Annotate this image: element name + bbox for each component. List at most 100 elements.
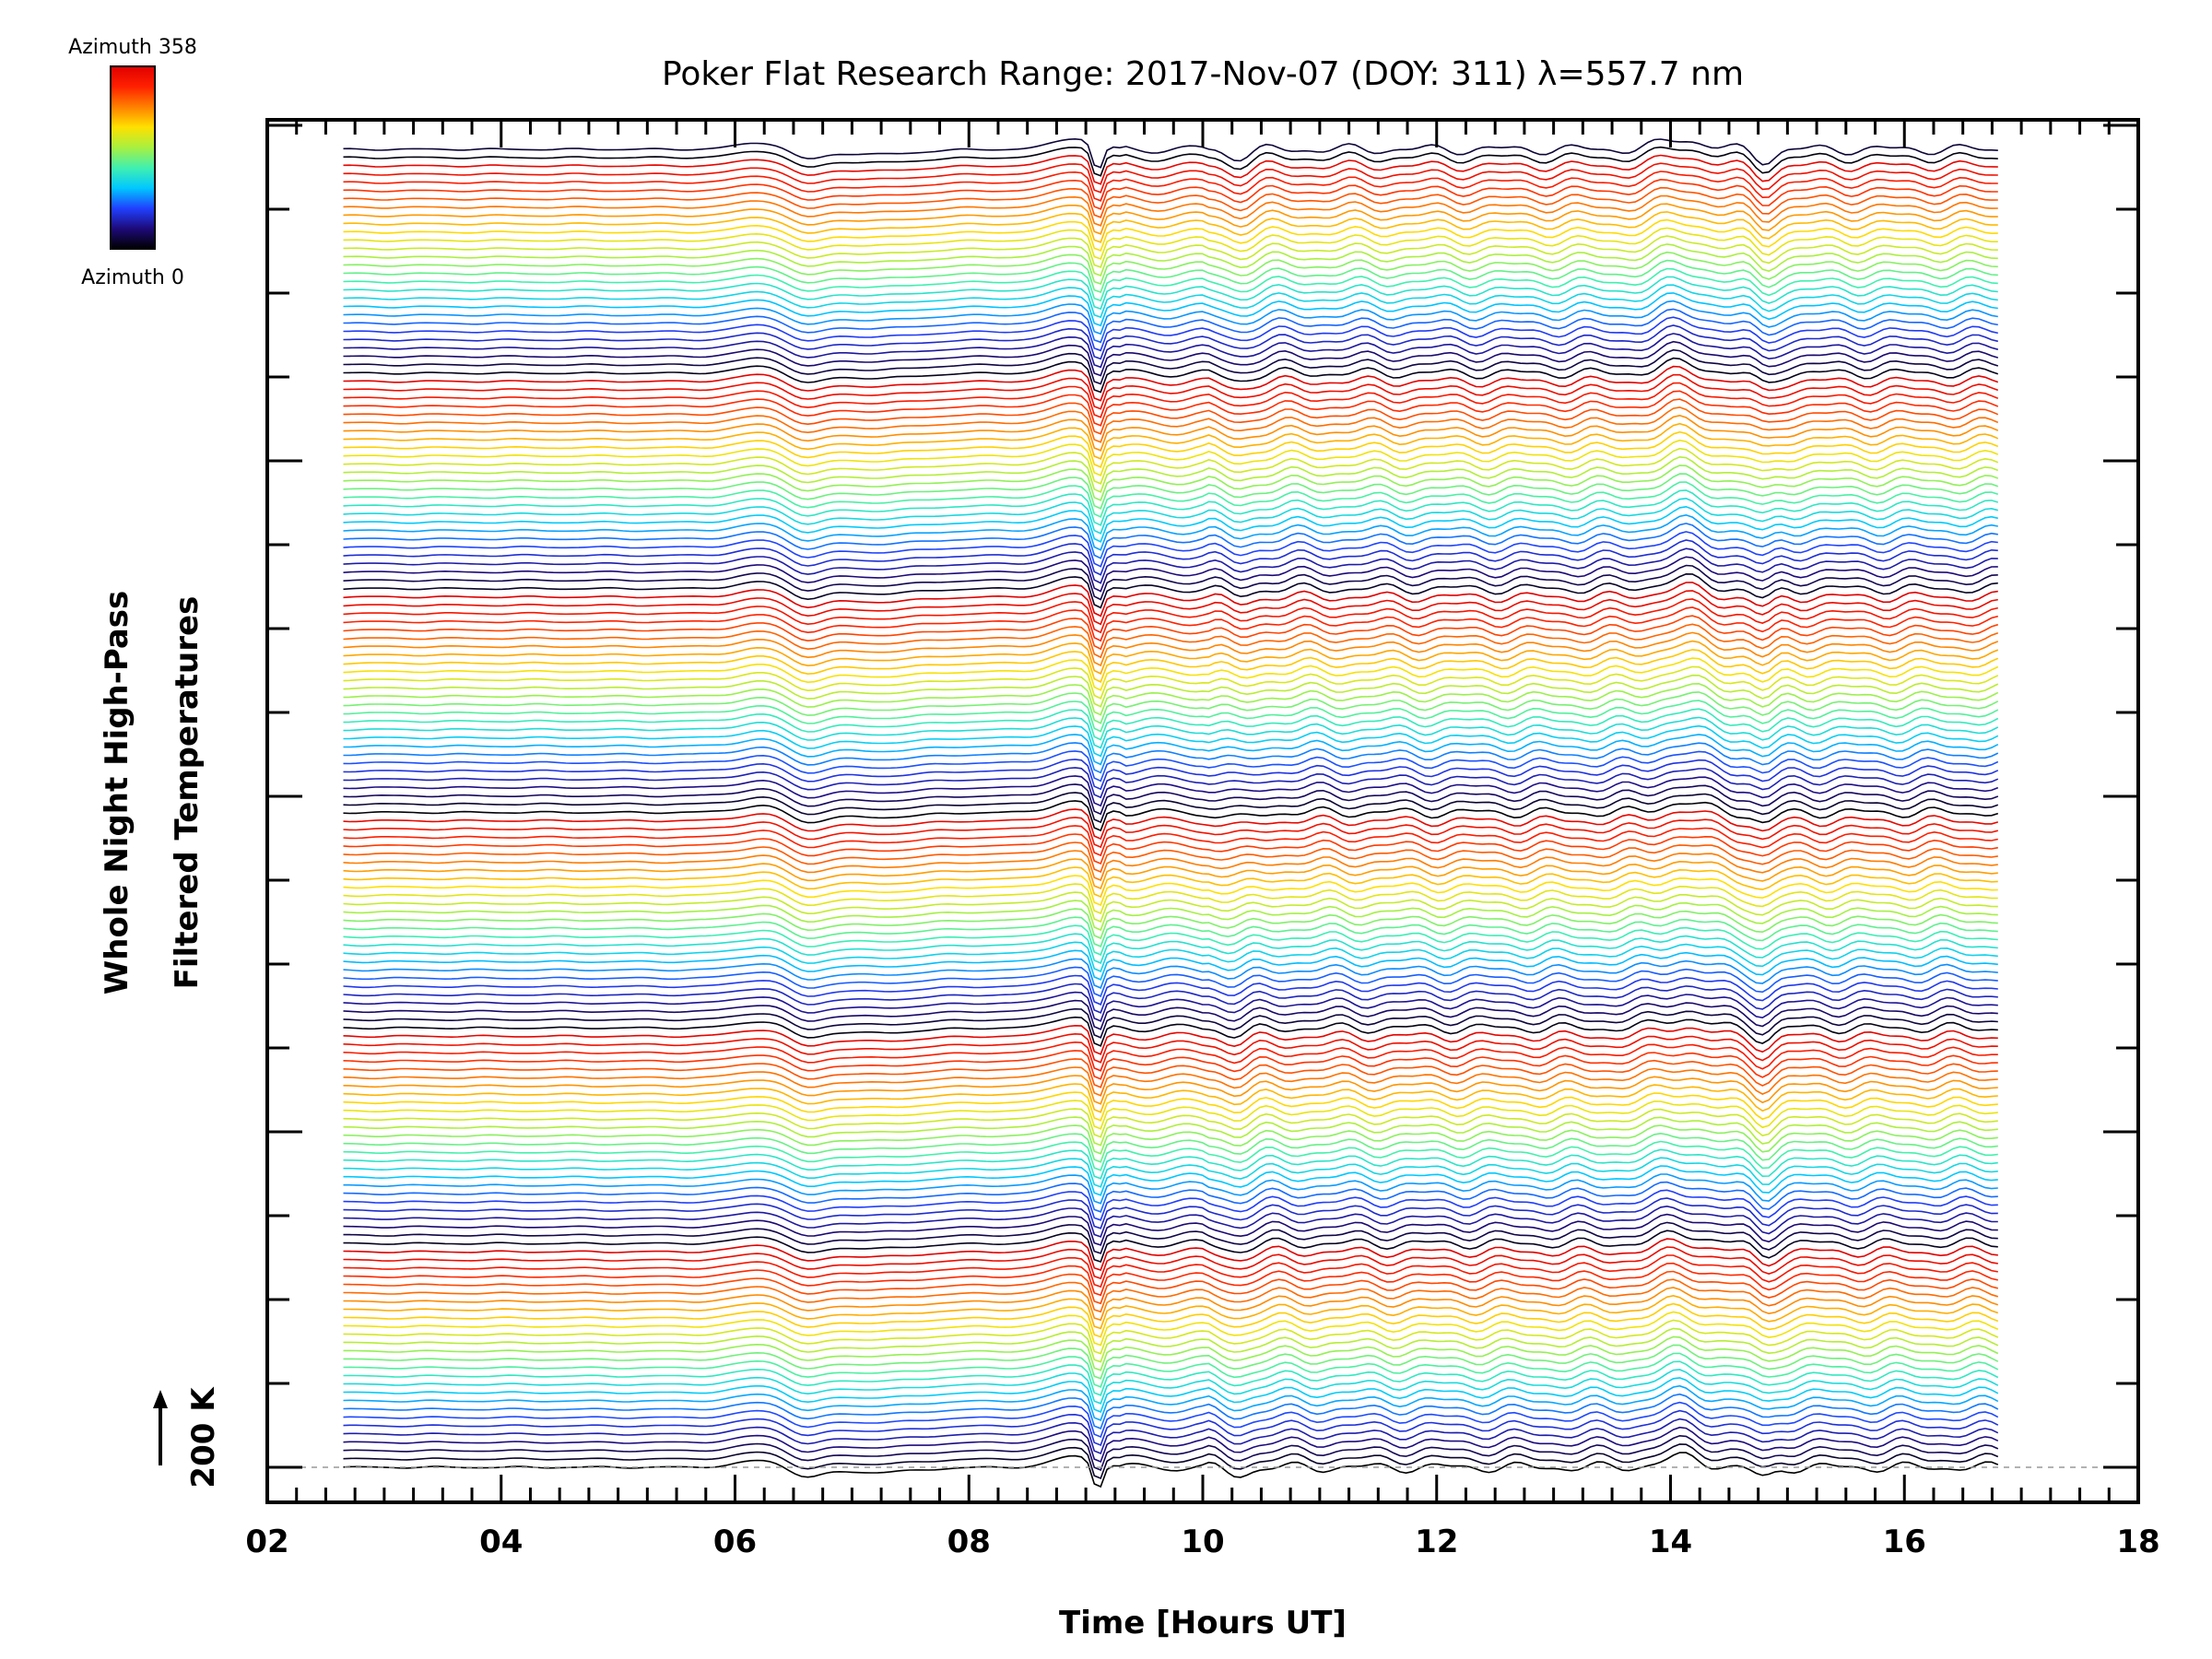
scale-bar xyxy=(153,1390,168,1465)
x-tick-label: 12 xyxy=(1415,1524,1458,1560)
x-tick-labels: 02 04 06 08 10 12 14 16 18 xyxy=(245,1524,2159,1560)
series-line xyxy=(343,1287,1999,1322)
series-line xyxy=(343,1418,1999,1455)
series-line xyxy=(343,203,1998,235)
series-line xyxy=(343,547,1998,584)
series-line xyxy=(343,700,1999,733)
series-line xyxy=(343,162,1998,194)
series-line xyxy=(343,1058,1998,1088)
series-line xyxy=(343,716,1999,749)
series-line xyxy=(343,1075,1998,1105)
series-line xyxy=(343,825,1998,857)
series-line xyxy=(343,598,1998,634)
series-line xyxy=(343,982,1998,1014)
series-line xyxy=(343,430,1999,468)
colorbar-top-label: Azimuth 358 xyxy=(68,36,197,59)
series-line xyxy=(343,465,1999,501)
x-tick-label: 14 xyxy=(1649,1524,1692,1560)
series-line xyxy=(343,556,1998,593)
x-axis-label: Time [Hours UT] xyxy=(1059,1605,1347,1641)
series-line xyxy=(343,858,1998,890)
series-line xyxy=(343,218,1998,252)
series-line xyxy=(343,564,1998,601)
series-line xyxy=(343,792,1999,824)
series-line xyxy=(343,1213,1998,1246)
series-line xyxy=(343,1393,1999,1430)
series-line xyxy=(343,665,1999,700)
azimuth-colorbar xyxy=(110,65,156,250)
series-line xyxy=(343,1360,1999,1396)
scale-bar-label: 200 K xyxy=(185,1386,222,1488)
series-line xyxy=(343,1007,1998,1039)
series-line xyxy=(343,682,1999,716)
series-line xyxy=(343,1246,1998,1280)
series-line xyxy=(343,1262,1998,1297)
series-line xyxy=(343,1401,1999,1439)
series-line xyxy=(343,406,1999,443)
series-line xyxy=(343,974,1998,1006)
series-line xyxy=(343,775,1999,807)
series-line xyxy=(343,373,1999,410)
series-line xyxy=(343,1083,1998,1113)
x-tick-label: 04 xyxy=(479,1524,523,1560)
x-tick-label: 16 xyxy=(1883,1524,1926,1560)
series-line xyxy=(343,850,1998,882)
x-tick-label: 02 xyxy=(245,1524,288,1560)
series-line xyxy=(343,991,1998,1022)
series-line xyxy=(343,691,1999,724)
series-line xyxy=(343,841,1998,874)
series-line xyxy=(343,615,1999,651)
series-line xyxy=(343,1157,1998,1188)
series-line xyxy=(343,171,1998,202)
series-line xyxy=(343,489,1999,526)
series-line xyxy=(343,1221,1998,1254)
series-line xyxy=(343,572,1998,609)
series-line xyxy=(343,1041,1998,1072)
series-line xyxy=(343,422,1999,460)
series-line xyxy=(343,146,1998,177)
series-line xyxy=(343,1377,1999,1413)
series-line xyxy=(343,455,1999,493)
series-line xyxy=(343,640,1999,675)
series-line xyxy=(343,1050,1998,1080)
series-line xyxy=(343,539,1998,576)
series-line xyxy=(343,1091,1998,1122)
series-line xyxy=(343,513,1998,551)
series-line xyxy=(343,178,1998,210)
series-line xyxy=(343,1238,1998,1272)
series-line xyxy=(343,1311,1999,1347)
series-line xyxy=(343,1254,1998,1288)
series-line xyxy=(343,916,1998,947)
series-line xyxy=(343,447,1999,485)
series-line xyxy=(343,1327,1999,1363)
series-group xyxy=(343,137,1999,1488)
series-line xyxy=(343,900,1998,932)
series-line xyxy=(343,1189,1998,1221)
series-line xyxy=(343,523,1998,559)
series-line xyxy=(343,194,1998,227)
series-line xyxy=(343,1148,1998,1180)
series-line xyxy=(343,1116,1998,1147)
series-line xyxy=(343,235,1998,268)
series-line xyxy=(343,1032,1998,1064)
series-line xyxy=(343,750,1999,782)
series-line xyxy=(343,276,1998,311)
series-line xyxy=(343,154,1998,185)
series-line xyxy=(343,1270,1998,1305)
series-line xyxy=(343,324,1998,360)
series-line xyxy=(343,414,1999,452)
series-line xyxy=(343,300,1998,335)
series-line xyxy=(343,783,1999,816)
series-line xyxy=(343,259,1998,294)
series-line xyxy=(343,348,1999,385)
series-line xyxy=(343,999,1998,1030)
series-line xyxy=(343,1140,1998,1171)
series-line xyxy=(343,505,1998,543)
series-line xyxy=(343,137,1998,169)
series-line xyxy=(343,1426,1999,1464)
series-line xyxy=(343,398,1999,435)
series-line xyxy=(343,382,1999,418)
series-line xyxy=(343,390,1999,427)
series-line xyxy=(343,742,1999,774)
